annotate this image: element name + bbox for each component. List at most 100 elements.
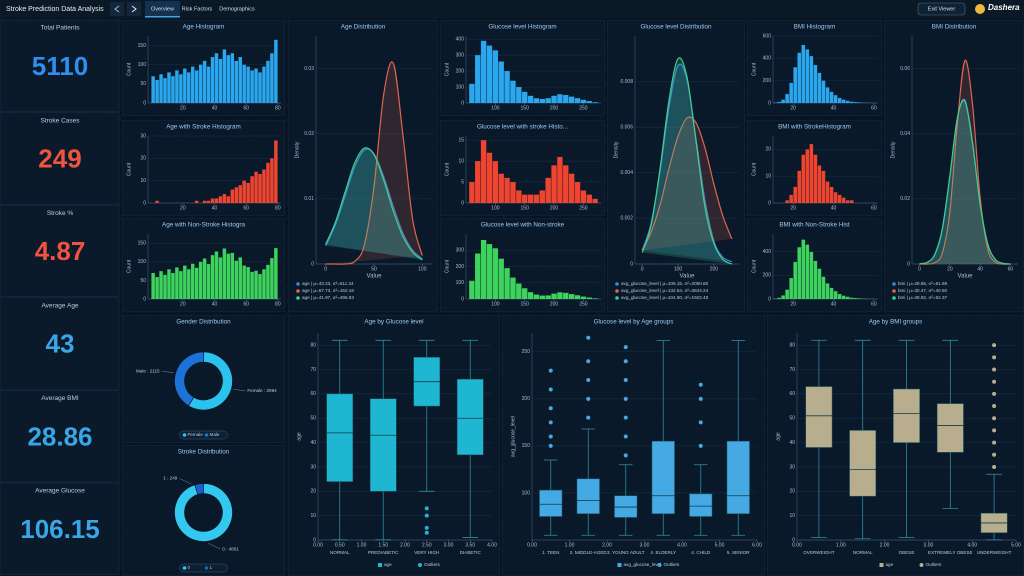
y-tick-label: 80: [789, 343, 795, 349]
bar: [492, 248, 499, 299]
bar: [533, 294, 540, 299]
bar: [563, 165, 569, 203]
outlier: [548, 368, 553, 373]
x-tick-label: 100: [491, 205, 500, 211]
tab[interactable]: Risk Factors: [182, 6, 213, 12]
bar: [274, 39, 278, 103]
exit-label[interactable]: Exit Viewer: [928, 6, 956, 12]
outlier: [623, 415, 628, 420]
density-curve: [325, 147, 423, 261]
tab[interactable]: Demographics: [219, 6, 255, 12]
x-tick-label: 0.50: [335, 542, 345, 548]
bar: [175, 70, 179, 103]
legend-label: Outliers: [664, 562, 681, 567]
legend-marker: [919, 563, 924, 567]
bar: [222, 248, 227, 299]
bar: [163, 274, 167, 299]
kpi-label: Total Patients: [40, 25, 80, 32]
bar: [785, 289, 789, 299]
box: [726, 440, 750, 514]
x-axis-label: Value: [367, 274, 383, 280]
y-axis-label: avg_glucose_level: [510, 416, 516, 457]
exit-button[interactable]: [917, 2, 966, 16]
bar: [504, 177, 510, 203]
x-tick-label: 20: [180, 301, 186, 307]
panel: [607, 20, 745, 312]
y-tick-label: 100: [138, 62, 147, 68]
y-tick-label: 0: [907, 261, 910, 267]
bar: [557, 94, 563, 103]
forward-button[interactable]: [127, 2, 141, 16]
bar: [155, 277, 159, 299]
bar: [817, 165, 822, 203]
bar: [809, 56, 814, 103]
category-label: 3. YOUNG ADULT: [607, 550, 645, 555]
bar: [845, 200, 850, 203]
outlier: [548, 406, 553, 411]
x-tick-label: 1.00: [836, 542, 846, 548]
x-tick-label: 0.00: [527, 542, 537, 548]
kpi-card: [0, 297, 120, 390]
legend-label: age | μ=43.23, σ²=511.34: [302, 281, 354, 286]
bar: [246, 66, 250, 103]
x-tick-label: 20: [180, 105, 186, 111]
x-tick-label: 250: [579, 105, 588, 111]
legend-marker: [378, 563, 382, 567]
bar: [151, 76, 155, 103]
back-button[interactable]: [110, 2, 124, 16]
bar: [218, 257, 223, 299]
x-axis-label: Value: [680, 274, 696, 280]
bar: [155, 200, 159, 203]
chart-title: BMI with Non-Stroke Hist: [779, 222, 850, 229]
bar: [854, 298, 858, 299]
bar: [218, 58, 223, 103]
bar: [801, 154, 806, 203]
bar: [498, 173, 504, 203]
bar: [793, 261, 797, 299]
bar: [258, 72, 262, 103]
bar: [480, 140, 487, 203]
tab-active[interactable]: [145, 1, 180, 17]
x-axis-label: Value: [958, 274, 974, 280]
bar: [516, 87, 522, 103]
y-tick-label: 0.002: [620, 216, 633, 222]
outlier: [623, 345, 628, 350]
y-tick-label: 0.03: [304, 66, 314, 72]
bar: [206, 200, 211, 203]
y-tick-label: 0: [461, 200, 464, 206]
tab[interactable]: Overview: [151, 6, 174, 12]
legend-label: Male: [210, 432, 220, 437]
chart-title: Gender Distribution: [176, 319, 231, 326]
legend-marker: [617, 563, 622, 567]
bar: [833, 192, 838, 203]
tab-underline: [145, 16, 180, 18]
kpi-label: Average Glucose: [35, 488, 85, 495]
bar: [813, 154, 818, 203]
bar: [793, 186, 797, 203]
y-tick-label: 15: [458, 138, 464, 144]
bar: [845, 296, 850, 299]
x-tick-label: 0.00: [792, 542, 802, 548]
bar: [797, 52, 802, 103]
bar: [242, 180, 246, 203]
y-tick-label: 20: [140, 156, 146, 162]
bar: [522, 194, 528, 203]
chart-title: Glucose level Distribution: [640, 24, 712, 31]
bar: [551, 293, 557, 299]
box: [893, 388, 920, 443]
bar: [797, 170, 802, 203]
y-axis-label: Count: [126, 259, 132, 273]
x-tick-label: 3.50: [465, 542, 475, 548]
chart-title: Glucose level with Non-stroke: [481, 222, 565, 229]
brand: Dashera: [988, 3, 1020, 12]
y-tick-label: 150: [522, 443, 531, 449]
bar: [545, 295, 551, 299]
panel: [122, 445, 285, 576]
bar: [551, 95, 557, 103]
y-tick-label: 20: [789, 489, 795, 495]
bar: [781, 99, 785, 103]
y-tick-label: 0: [461, 296, 464, 302]
chart-title: BMI Distribution: [932, 24, 977, 31]
bar: [833, 291, 838, 299]
